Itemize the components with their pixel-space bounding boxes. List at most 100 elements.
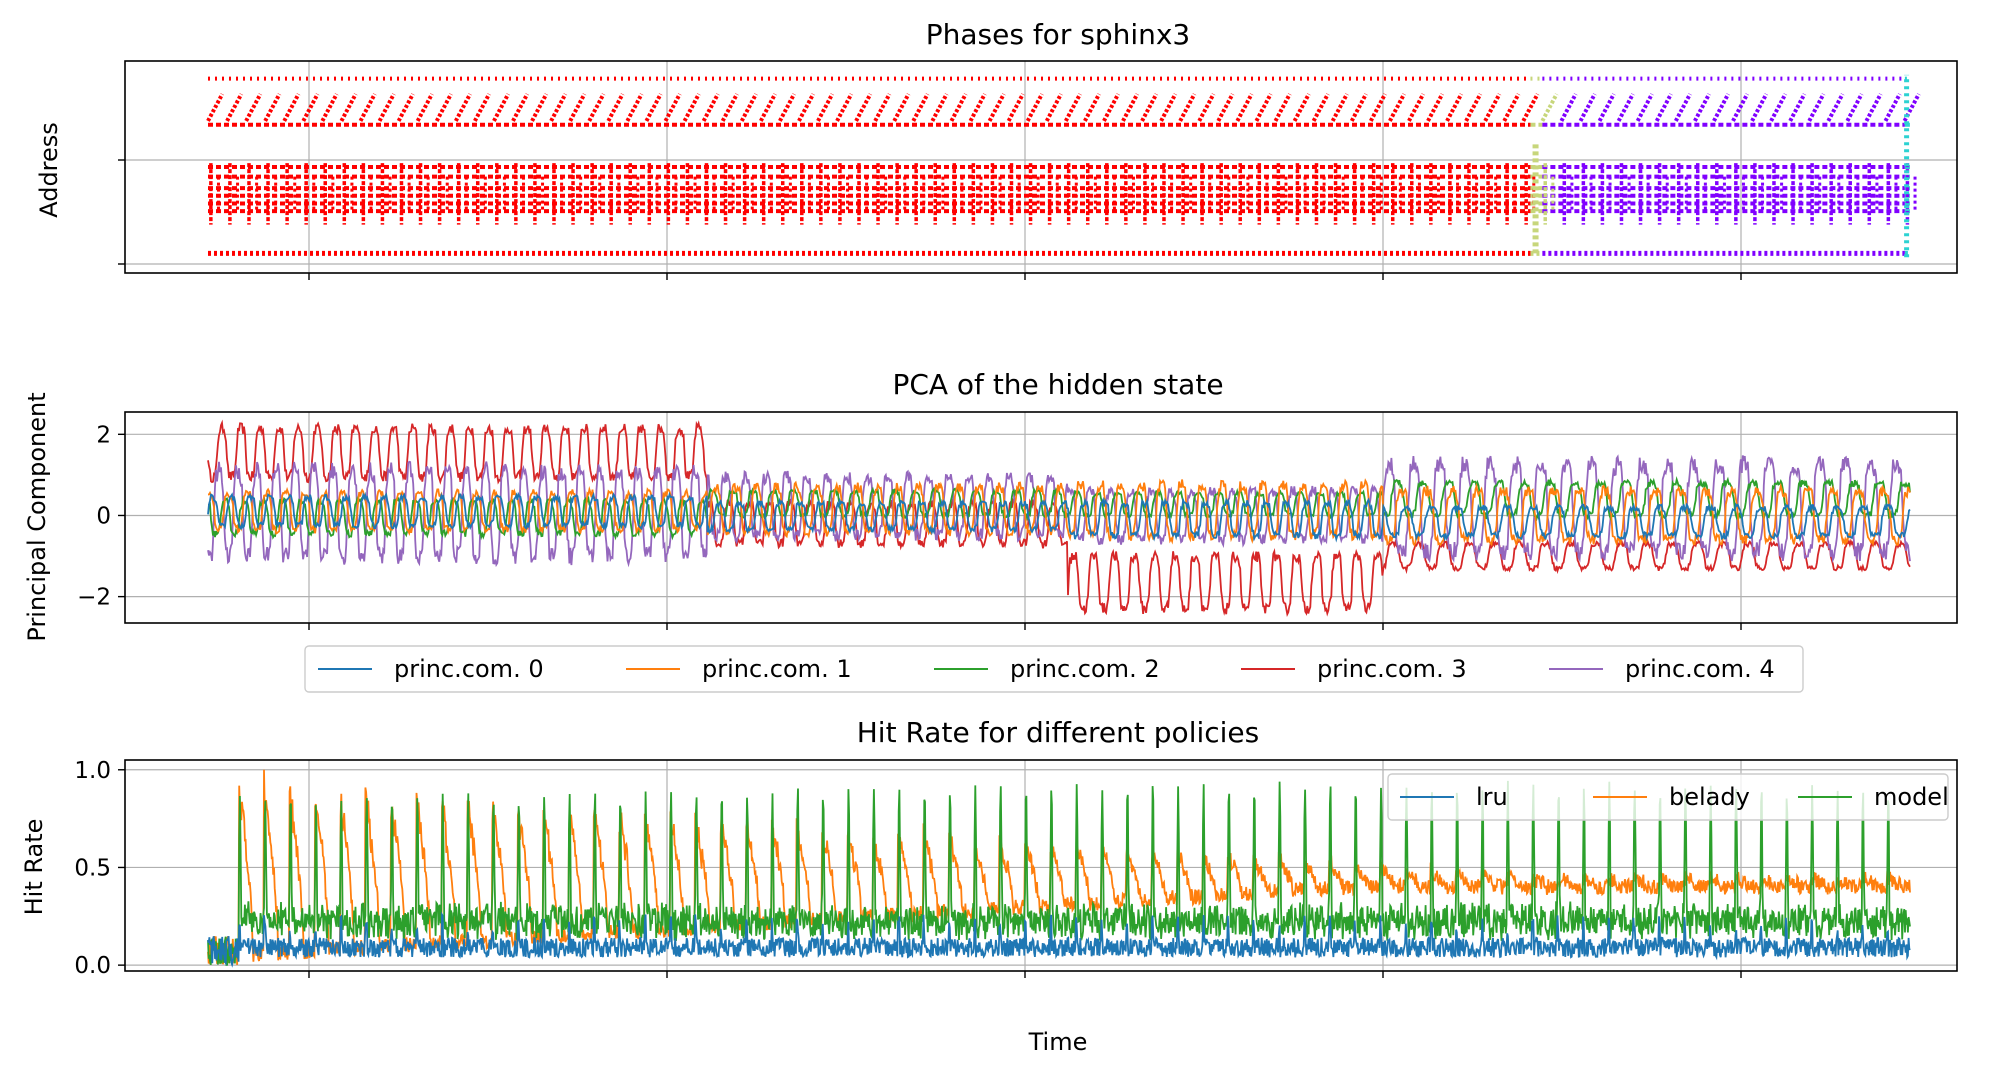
phase-streak — [1254, 93, 1273, 122]
phase-streak — [1521, 93, 1540, 122]
phase-streak — [1674, 93, 1692, 122]
phase-streak — [1407, 93, 1425, 122]
phase-streak — [1502, 93, 1521, 122]
hitrate-frame — [124, 759, 1958, 972]
phase-streak — [1330, 93, 1349, 122]
phase-streak — [1712, 93, 1730, 122]
phase-streak — [282, 93, 301, 122]
phase-streak — [987, 93, 1006, 122]
pca-ylabel: Principal Component — [23, 392, 51, 641]
hitrate-ytick-label: 0.0 — [74, 953, 111, 979]
phase-streak — [1083, 93, 1101, 122]
phase-streak — [1654, 93, 1673, 122]
pca-legend-label: princ.com. 4 — [1625, 655, 1775, 683]
phase-streak — [854, 93, 873, 122]
phases-ylabel: Address — [35, 122, 63, 218]
pca-ytick-label: 0 — [96, 503, 111, 529]
phase-streak — [244, 93, 263, 122]
phase-streak — [1121, 93, 1140, 122]
phase-streak — [759, 93, 777, 122]
phase-streak — [739, 93, 758, 122]
pca-frame — [124, 411, 1958, 624]
phase-streak — [1044, 93, 1063, 122]
phase-streak — [625, 93, 644, 122]
phase-streak — [1769, 93, 1788, 122]
phase-streak — [1616, 93, 1635, 122]
phase-streak — [1025, 93, 1044, 122]
hitrate-legend-label: belady — [1669, 783, 1750, 811]
phase-streak — [1483, 93, 1502, 122]
hitrate-ticks: 0.0 0.5 1.0 — [74, 758, 1742, 979]
phase-streak — [1750, 93, 1769, 122]
phase-streak — [206, 93, 225, 122]
figure-xlabel: Time — [1028, 1028, 1088, 1056]
phase-streak — [1883, 93, 1902, 122]
phases-ticks — [118, 159, 1742, 280]
phase-streak — [835, 93, 854, 122]
hitrate-grid — [125, 760, 1957, 971]
phase-streak — [1216, 93, 1235, 122]
phase-streak — [1826, 93, 1845, 122]
phase-streak — [263, 93, 282, 122]
phase-streak — [1578, 93, 1597, 122]
hitrate-ytick-label: 0.5 — [74, 855, 111, 881]
pca-ytick-label: −2 — [77, 585, 111, 611]
phase-streak — [568, 93, 587, 122]
pca-series-1 — [208, 478, 1911, 548]
phase-streak — [1635, 93, 1654, 122]
phase-streak — [1273, 93, 1292, 122]
phase-streak — [968, 93, 987, 122]
hitrate-legend-frame — [1387, 773, 1949, 821]
phases-title: Phases for sphinx3 — [926, 18, 1191, 51]
phase-streak — [1426, 93, 1445, 122]
phase-streak — [454, 93, 472, 122]
phase-streak — [511, 93, 530, 122]
hitrate-series-model — [207, 780, 1911, 966]
phase-streak — [1064, 93, 1082, 122]
phases-grid — [125, 61, 1957, 273]
pca-legend-label: princ.com. 3 — [1317, 655, 1467, 683]
phases-axes: Phases for sphinx3 Address — [35, 18, 1958, 280]
phase-streak — [644, 93, 663, 122]
pca-legend: princ.com. 0 princ.com. 1 princ.com. 2 prin… — [304, 645, 1804, 693]
phase-streak — [1235, 93, 1254, 122]
pca-legend-label: princ.com. 2 — [1010, 655, 1160, 683]
phase-streak — [1731, 93, 1750, 122]
phase-streak — [1159, 93, 1178, 122]
pca-legend-label: princ.com. 1 — [702, 655, 852, 683]
phase-streak — [1845, 93, 1864, 122]
phase-streak — [949, 93, 968, 122]
phase-streak — [1102, 93, 1120, 122]
hitrate-title: Hit Rate for different policies — [857, 716, 1260, 749]
phase-streak — [1197, 93, 1216, 122]
phase-streak — [549, 93, 568, 122]
phase-streak — [434, 93, 453, 122]
hitrate-axes: Hit Rate for different policies Hit Rate… — [20, 716, 1958, 979]
phase-streak — [1597, 93, 1616, 122]
phases-scatter — [206, 74, 1921, 258]
pca-ytick-label: 2 — [96, 422, 111, 448]
pca-legend-frame — [304, 645, 1804, 693]
hitrate-legend-label: lru — [1476, 783, 1508, 811]
phase-streak — [1559, 93, 1578, 122]
phase-streak — [1464, 93, 1483, 122]
phase-streak — [1693, 93, 1711, 122]
pca-grid — [125, 412, 1957, 623]
phase-streak — [682, 93, 701, 122]
pca-series-4 — [207, 454, 1911, 568]
phase-streak — [663, 93, 682, 122]
phase-streak — [1178, 93, 1197, 122]
pca-axes: PCA of the hidden state Principal Compon… — [23, 368, 1958, 693]
hitrate-ylabel: Hit Rate — [20, 819, 48, 916]
phase-streak — [1292, 93, 1311, 122]
phase-streak — [1864, 93, 1883, 122]
phase-streak — [377, 93, 396, 122]
phase-streak — [1140, 93, 1159, 122]
phase-streak — [415, 93, 434, 122]
phase-streak — [587, 93, 606, 122]
phase-streak — [701, 93, 720, 122]
pca-legend-label: princ.com. 0 — [394, 655, 544, 683]
phase-streak — [301, 93, 320, 122]
phase-streak — [1807, 93, 1826, 122]
phase-streak — [892, 93, 911, 122]
